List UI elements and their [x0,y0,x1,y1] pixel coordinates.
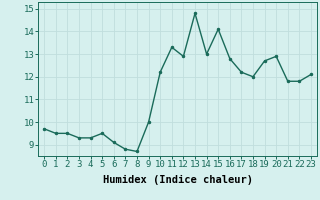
X-axis label: Humidex (Indice chaleur): Humidex (Indice chaleur) [103,175,252,185]
